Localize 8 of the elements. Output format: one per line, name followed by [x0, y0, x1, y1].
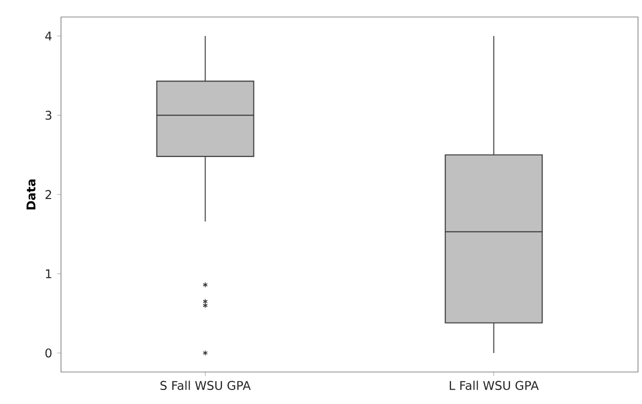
y-axis-title: Data [26, 179, 36, 210]
y-tick-label: 1 [46, 269, 52, 278]
y-tick-label: 2 [46, 190, 52, 199]
x-tick-label: L Fall WSU GPA [450, 380, 539, 390]
y-tick-label: 4 [45, 32, 52, 40]
x-tick-label: S Fall WSU GPA [160, 380, 251, 390]
y-tick-label: 0 [45, 348, 52, 358]
y-tick-label: 3 [46, 110, 52, 120]
